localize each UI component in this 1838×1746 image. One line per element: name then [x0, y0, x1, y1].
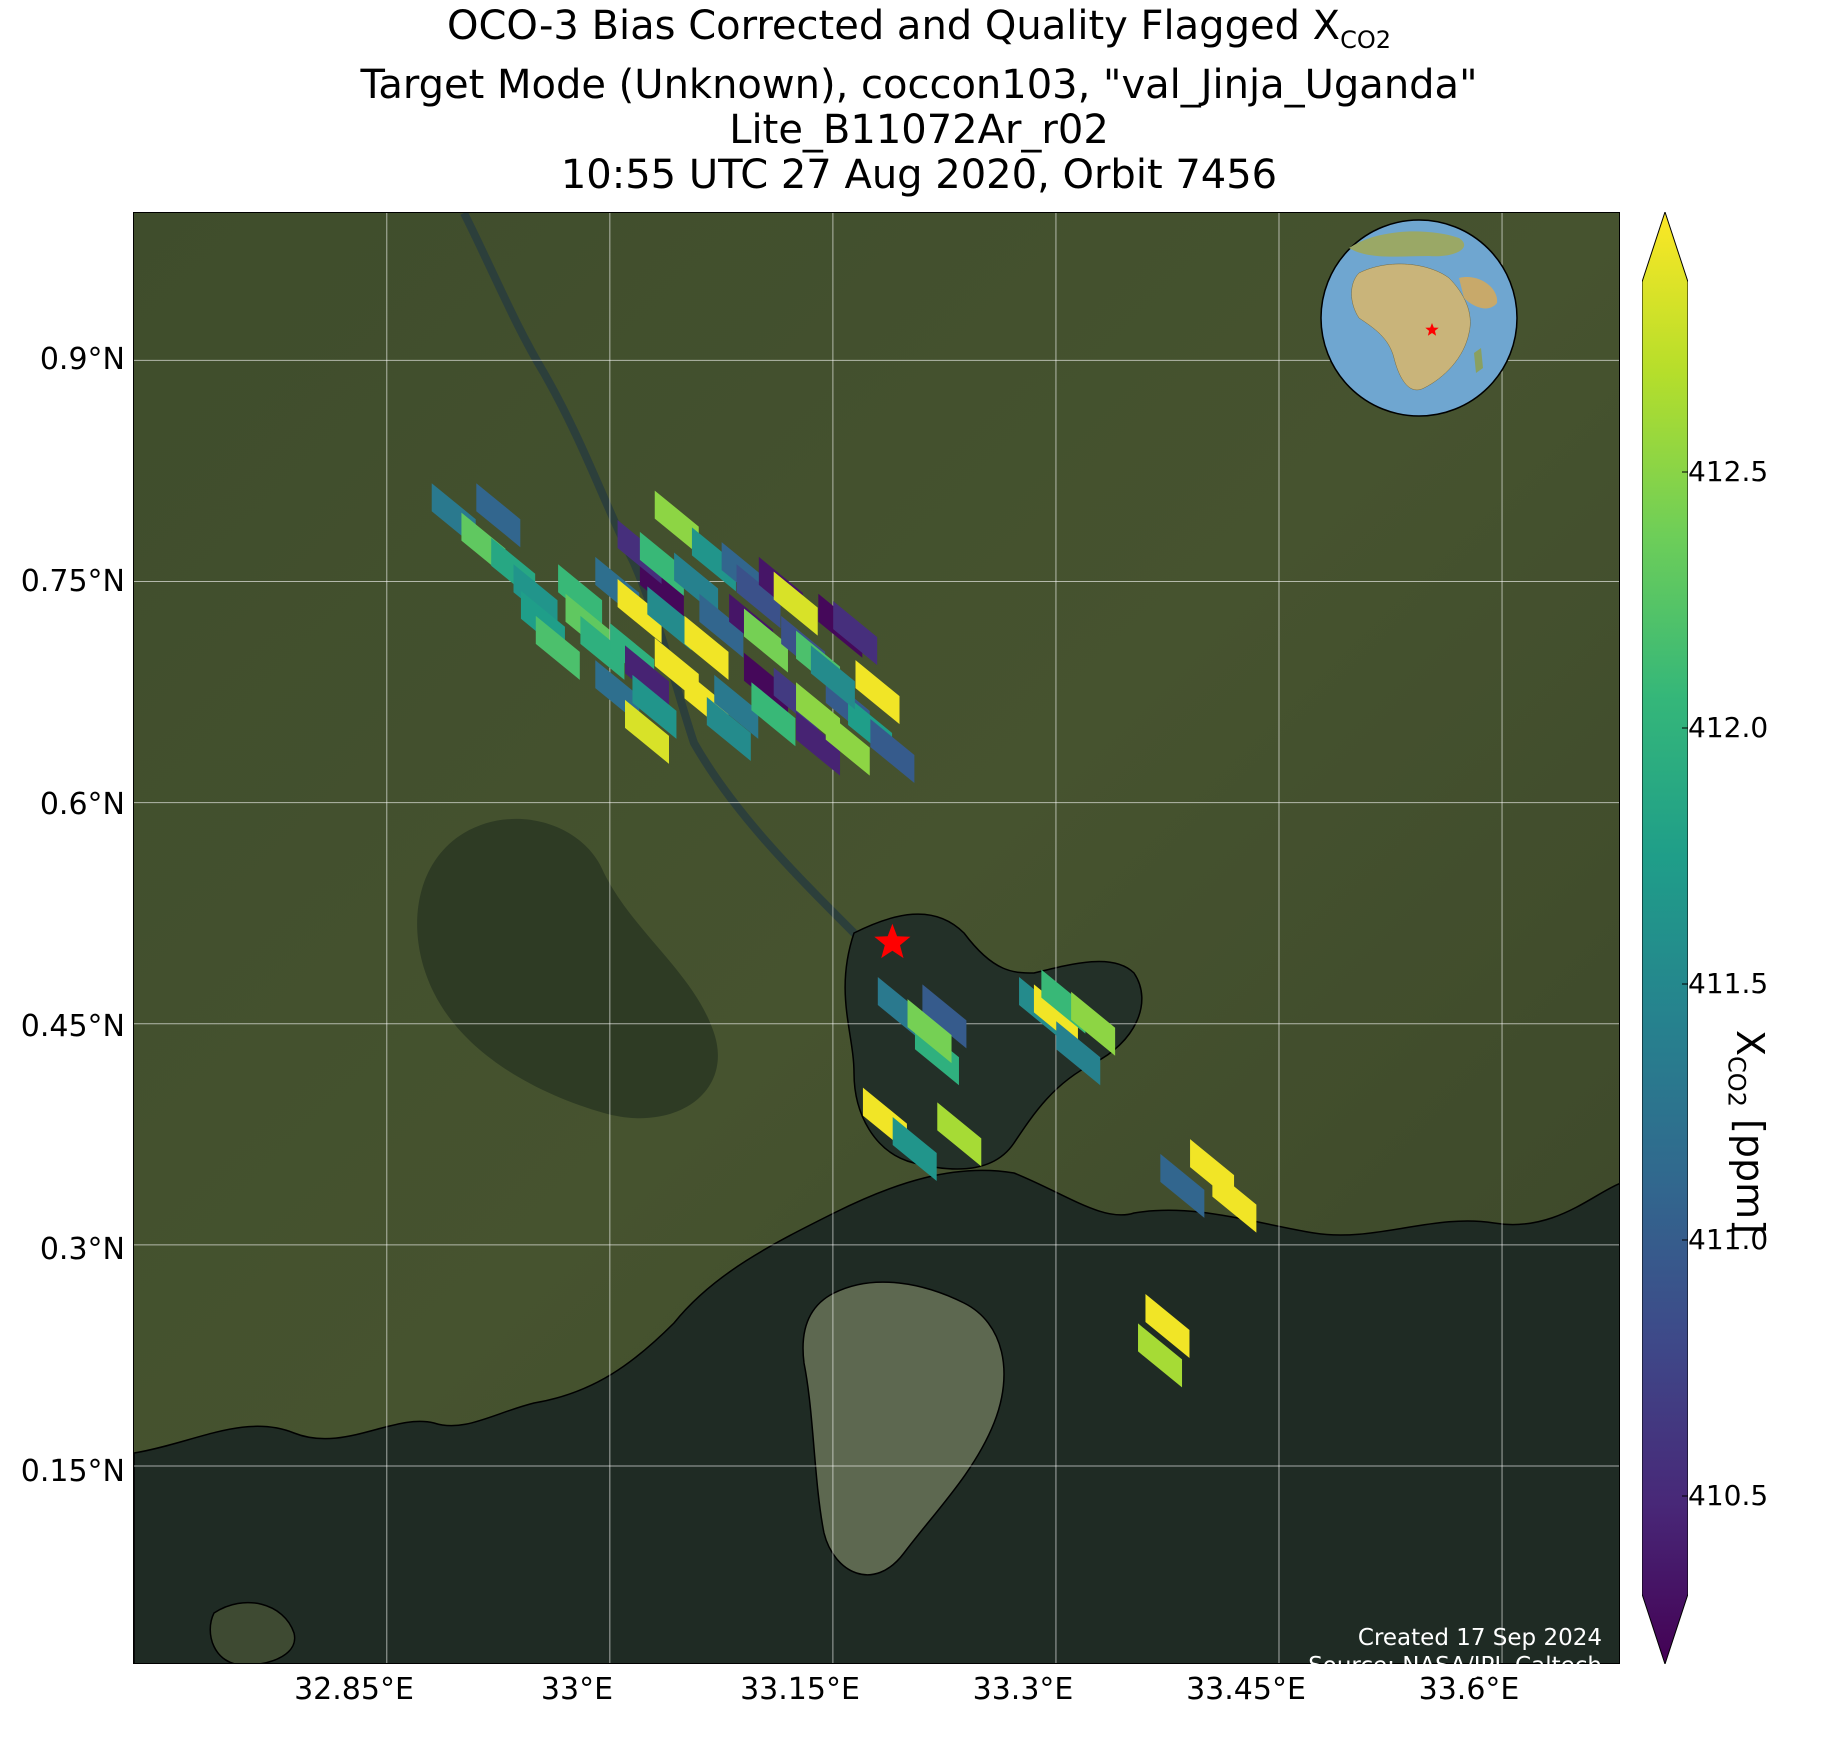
sounding-footprint	[558, 564, 603, 629]
sounding-footprint	[937, 1102, 982, 1167]
sounding-footprint	[810, 645, 855, 710]
sounding-footprint	[1160, 1153, 1205, 1218]
lon-tick-33: 33°E	[540, 1672, 614, 1707]
sounding-footprint	[706, 696, 751, 761]
colorbar-tick-410.5: 410.5	[1688, 1479, 1769, 1512]
sounding-footprint	[580, 615, 625, 680]
colorbar-tick-411.5: 411.5	[1688, 967, 1769, 1000]
lat-tick-0.45: 0.45°N	[20, 1009, 125, 1044]
sounding-footprint	[1138, 1323, 1183, 1388]
colorbar	[1642, 212, 1688, 1664]
peninsula	[802, 1281, 1005, 1576]
sounding-footprint	[714, 674, 759, 739]
globe-europe	[1349, 231, 1465, 257]
map-canvas[interactable]	[134, 213, 1620, 1664]
sounding-footprint	[743, 652, 788, 717]
globe-inset	[1320, 219, 1518, 417]
sounding-footprint	[922, 984, 967, 1049]
sounding-footprint	[699, 593, 744, 658]
sounding-footprint	[743, 608, 788, 673]
sounding-footprint	[625, 645, 670, 710]
lat-tick-0.6: 0.6°N	[39, 787, 125, 822]
sounding-footprint	[691, 527, 736, 592]
sounding-footprint	[892, 1117, 937, 1182]
colorbar-tick-411.0: 411.0	[1688, 1223, 1769, 1256]
colorbar-gradient	[1642, 212, 1688, 1664]
colorbar-label: XCO2 [ppm]	[1722, 1030, 1772, 1234]
globe-africa	[1351, 263, 1471, 391]
sounding-footprint	[1212, 1168, 1257, 1233]
sounding-footprint	[736, 564, 781, 629]
sounding-footprint	[833, 601, 878, 666]
figure-title: OCO-3 Bias Corrected and Quality Flagged…	[0, 4, 1838, 198]
target-star-marker	[874, 923, 911, 959]
sounding-footprint	[639, 531, 684, 596]
lat-tick-0.3: 0.3°N	[39, 1232, 125, 1267]
colorbar-tick-412.0: 412.0	[1688, 711, 1769, 744]
sounding-footprint	[825, 711, 870, 776]
sounding-footprint	[647, 586, 692, 651]
lat-tick-0.9: 0.9°N	[39, 342, 125, 377]
lon-tick-33.15: 33.15°E	[740, 1672, 860, 1707]
created-date: Created 17 Sep 2024	[1357, 1625, 1602, 1651]
sounding-footprint	[1056, 1021, 1101, 1086]
island	[209, 1601, 296, 1663]
lon-tick-33.6: 33.6°E	[1418, 1672, 1520, 1707]
sounding-footprint	[751, 682, 796, 747]
credits: Created 17 Sep 2024 Source: NASA/JPL-Cal…	[1308, 1624, 1602, 1680]
title-line-4: 10:55 UTC 27 Aug 2020, Orbit 7456	[560, 152, 1278, 198]
sounding-footprint	[625, 699, 670, 764]
sounding-footprint	[617, 579, 662, 644]
lat-tick-0.15: 0.15°N	[20, 1454, 125, 1489]
source-credit: Source: NASA/JPL-Caltech	[1308, 1653, 1602, 1679]
sounding-footprint	[684, 615, 729, 680]
sounding-footprint	[870, 719, 915, 784]
globe-arabia	[1459, 277, 1498, 309]
forest-patch	[417, 818, 718, 1119]
title-line-3: Lite_B11072Ar_r02	[729, 107, 1109, 153]
lon-tick-32.85: 32.85°E	[294, 1672, 414, 1707]
lon-tick-33.45: 33.45°E	[1186, 1672, 1306, 1707]
sounding-footprint	[632, 674, 677, 739]
globe-madagascar	[1474, 348, 1483, 373]
title-line-2: Target Mode (Unknown), coccon103, "val_J…	[360, 62, 1478, 108]
sounding-footprint	[1071, 991, 1116, 1056]
sounding-footprint	[855, 660, 900, 725]
globe-target-star	[1425, 323, 1439, 336]
sounding-footprint	[1145, 1293, 1190, 1358]
map-panel[interactable]	[133, 212, 1620, 1664]
colorbar-tick-412.5: 412.5	[1688, 455, 1769, 488]
lon-tick-33.3: 33.3°E	[972, 1672, 1074, 1707]
sounding-footprint	[796, 711, 841, 776]
sounding-footprint	[476, 483, 521, 548]
sounding-footprints	[431, 483, 1257, 1388]
sounding-footprint	[535, 615, 580, 680]
lat-tick-0.75: 0.75°N	[20, 564, 125, 599]
sounding-footprint	[773, 571, 818, 636]
title-line-1: OCO-3 Bias Corrected and Quality Flagged…	[446, 3, 1391, 55]
sounding-footprint	[654, 490, 699, 555]
sounding-footprint	[907, 999, 952, 1064]
